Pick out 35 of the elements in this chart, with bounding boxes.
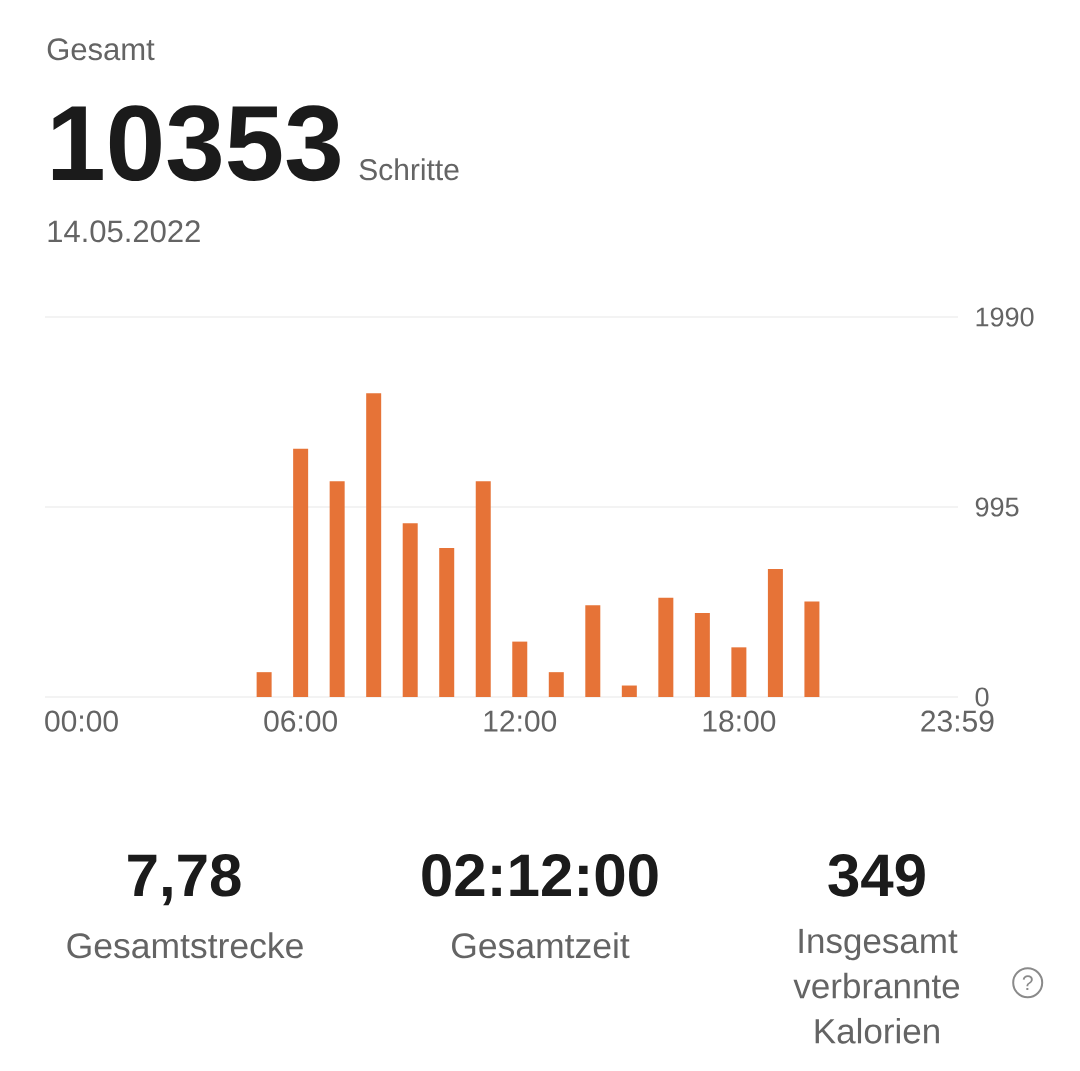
text: 7,78 (128, 854, 241, 906)
bar (366, 393, 382, 697)
text: 02:12:00 (422, 854, 658, 897)
bar (767, 569, 783, 697)
bar (512, 641, 528, 697)
chart-title: Gesamt (47, 38, 155, 61)
bar (475, 481, 491, 697)
x-tick-label: 23:59 (921, 710, 994, 732)
text: Insgesamt verbrannte Kalorien (793, 928, 960, 1044)
x-tick-label: 00:00 (45, 710, 118, 732)
text: 14.05.2022 (48, 220, 200, 243)
bar (621, 685, 637, 697)
x-tick-label: 12:00 (484, 710, 557, 732)
bar (439, 548, 455, 697)
text: Gesamtstrecke (67, 932, 303, 959)
text: 349 (828, 854, 925, 897)
bar (585, 605, 601, 697)
bar (804, 601, 820, 697)
x-tick-label: 06:00 (264, 710, 337, 732)
bar (329, 481, 345, 697)
y-tick-label: 0 (975, 687, 989, 707)
bar (731, 647, 747, 697)
text: ? (1022, 975, 1033, 991)
text: Schritte (359, 158, 459, 181)
text: 10353 (52, 105, 340, 182)
bar (293, 448, 309, 697)
bar (256, 672, 272, 697)
bar (658, 597, 674, 697)
y-tick-label: 1990 (976, 307, 1034, 327)
bar (402, 523, 418, 697)
bar (548, 672, 564, 697)
x-tick-label: 18:00 (703, 710, 776, 732)
bar (694, 612, 710, 697)
y-tick-label: 995 (975, 497, 1019, 517)
text: Gesamtzeit (452, 932, 630, 959)
